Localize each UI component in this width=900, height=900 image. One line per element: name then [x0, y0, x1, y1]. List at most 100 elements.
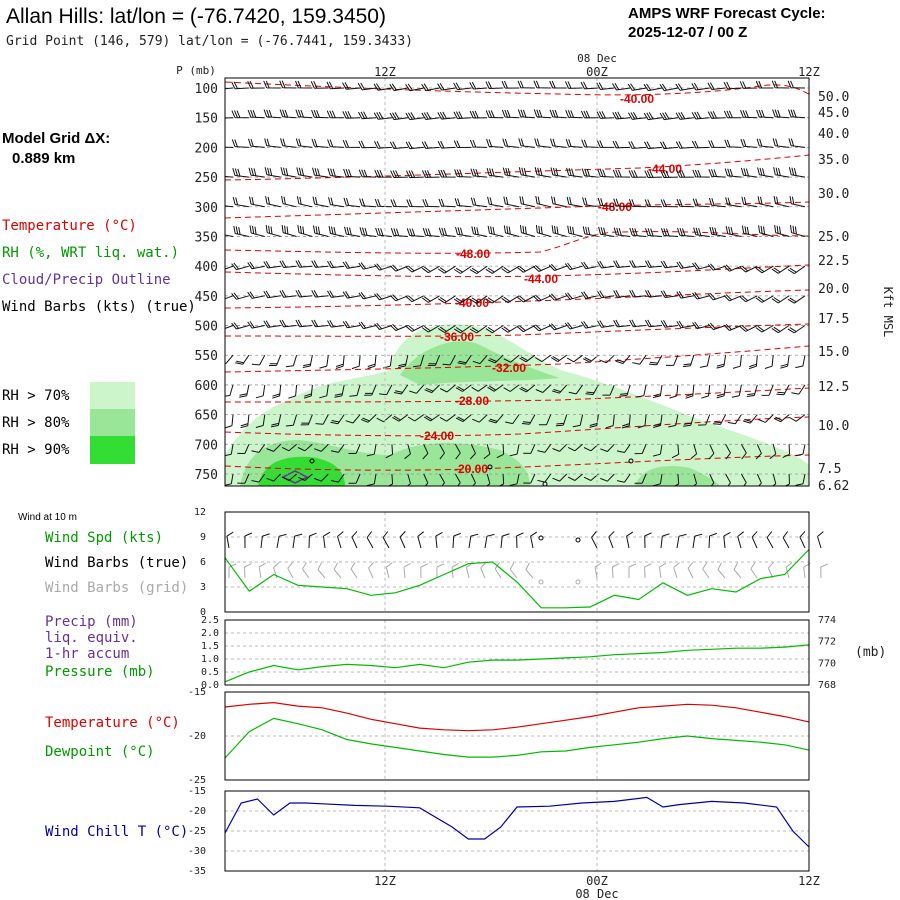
- pressure-tick: 700: [195, 438, 218, 453]
- wind-barb: [279, 80, 297, 89]
- wind-10m-label: Wind at 10 m: [18, 512, 77, 523]
- wind-barb: [406, 473, 411, 486]
- wind-barb: [232, 168, 249, 178]
- wind-barb: [644, 260, 663, 268]
- wind-barb: [496, 444, 505, 459]
- wind-barb: [580, 261, 599, 270]
- wind-barb: [488, 354, 504, 364]
- pressure-tick: 200: [195, 141, 218, 156]
- wind-barb: [612, 111, 631, 120]
- wind-barb: [266, 473, 282, 482]
- wind-chill-panel: -15 -20 -25 -30 -35: [188, 786, 810, 877]
- wind-barb: [438, 169, 456, 178]
- wind-barb: [725, 226, 742, 237]
- wind-barb: [725, 444, 731, 460]
- wind-barb: [359, 198, 377, 208]
- wind-barb: [549, 109, 567, 119]
- legend-wind-spd: Wind Spd (kts): [45, 530, 163, 546]
- wind-barb: [311, 260, 329, 268]
- height-tick: 6.62: [818, 479, 849, 494]
- wind-barb: [342, 291, 361, 299]
- wind-barb-true: [435, 531, 443, 549]
- wind-barb: [405, 295, 424, 303]
- wind-barb: [708, 169, 726, 178]
- forecast-cycle-label: AMPS WRF Forecast Cycle:: [628, 5, 826, 22]
- wind-barb: [279, 319, 297, 328]
- wind-barb: [535, 384, 552, 393]
- wind-barb: [235, 354, 250, 365]
- forecast-cycle-value: 2025-12-07 / 00 Z: [628, 24, 747, 41]
- cross-section-panel: -40.00 -44.00 -48.00 -48.00 -44.00 -40.0…: [195, 77, 895, 494]
- wind-panel-frame: [224, 511, 810, 613]
- wind-barb: [314, 473, 329, 482]
- pressure-y-tick: 772: [818, 637, 836, 648]
- wind-barb: [405, 265, 424, 273]
- wind-barb: [423, 414, 440, 422]
- wind-barb: [421, 325, 440, 333]
- wind-barb: [422, 227, 440, 237]
- wind-barb: [501, 265, 520, 274]
- wind-barb: [457, 354, 472, 365]
- wind-barb: [358, 140, 377, 149]
- wind-barb: [523, 444, 536, 454]
- wind-barb: [565, 110, 583, 119]
- temp-y-tick: -15: [188, 687, 206, 698]
- legend-wind-barbs-true: Wind Barbs (true): [45, 555, 188, 571]
- wind-barb: [645, 228, 663, 237]
- wind-barb: [421, 170, 440, 178]
- wind-chill-y-tick: -20: [188, 806, 206, 817]
- wind-barb: [330, 444, 345, 453]
- bottom-date-label: 08 Dec: [575, 887, 618, 900]
- wind-barb: [486, 139, 504, 148]
- wind-barb: [389, 83, 408, 92]
- wind-barb: [739, 265, 758, 273]
- wind-barb: [501, 80, 520, 89]
- wind-barb: [453, 265, 472, 274]
- wind-barb: [297, 443, 313, 452]
- wind-barb: [597, 169, 615, 178]
- wind-barb: [660, 199, 678, 208]
- pressure-tick: 650: [195, 409, 218, 424]
- wind-barb: [582, 226, 599, 237]
- wind-barb: [691, 111, 710, 120]
- wind-barb: [374, 293, 393, 301]
- wind-barb-grid: [466, 562, 473, 579]
- wind-barb-grid: [317, 562, 326, 579]
- precip-y-tick: 0.5: [201, 667, 219, 678]
- wind-barb: [225, 265, 234, 270]
- wind-barb: [599, 354, 615, 364]
- wind-barb: [634, 444, 647, 455]
- wind-barb: [707, 82, 726, 90]
- pressure-panel-frame: [224, 619, 810, 686]
- wind-barb: [675, 83, 694, 91]
- wind-barb: [335, 355, 345, 369]
- wind-barbs-true: [226, 531, 824, 549]
- precip-y-tick: 2.5: [201, 615, 219, 626]
- wind-barb: [231, 81, 249, 90]
- wind-barb: [405, 112, 424, 121]
- wind-barb: [349, 384, 361, 397]
- temp-contour: [225, 81, 809, 96]
- wind-barb: [263, 80, 281, 89]
- wind-barb: [225, 325, 234, 329]
- wind-barb: [453, 295, 472, 304]
- wind-y-tick: 0: [200, 607, 206, 618]
- bottom-tick-12z-a: 12Z: [374, 874, 396, 888]
- wind-barb: [486, 167, 504, 178]
- wind-barb: [708, 140, 726, 148]
- temp-contour: [225, 231, 809, 254]
- calm-circle: [628, 458, 634, 464]
- wind-barb: [708, 197, 726, 208]
- pressure-unit: (mb): [855, 645, 886, 660]
- calm-circle: [487, 464, 493, 470]
- wind-barb: [279, 290, 297, 298]
- wind-barb: [421, 141, 440, 149]
- wind-barb: [231, 110, 249, 119]
- wind-barb: [503, 384, 520, 392]
- wind-barb-true: [530, 531, 538, 549]
- wind-barb: [550, 354, 567, 363]
- wind-barb: [676, 320, 694, 329]
- wind-barb: [535, 354, 552, 363]
- height-tick: 20.0: [818, 282, 849, 297]
- rh70-swatch: [90, 382, 135, 409]
